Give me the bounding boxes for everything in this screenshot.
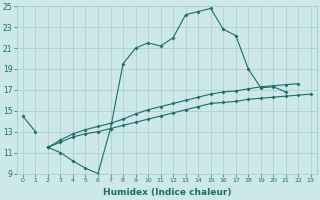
X-axis label: Humidex (Indice chaleur): Humidex (Indice chaleur) (103, 188, 231, 197)
